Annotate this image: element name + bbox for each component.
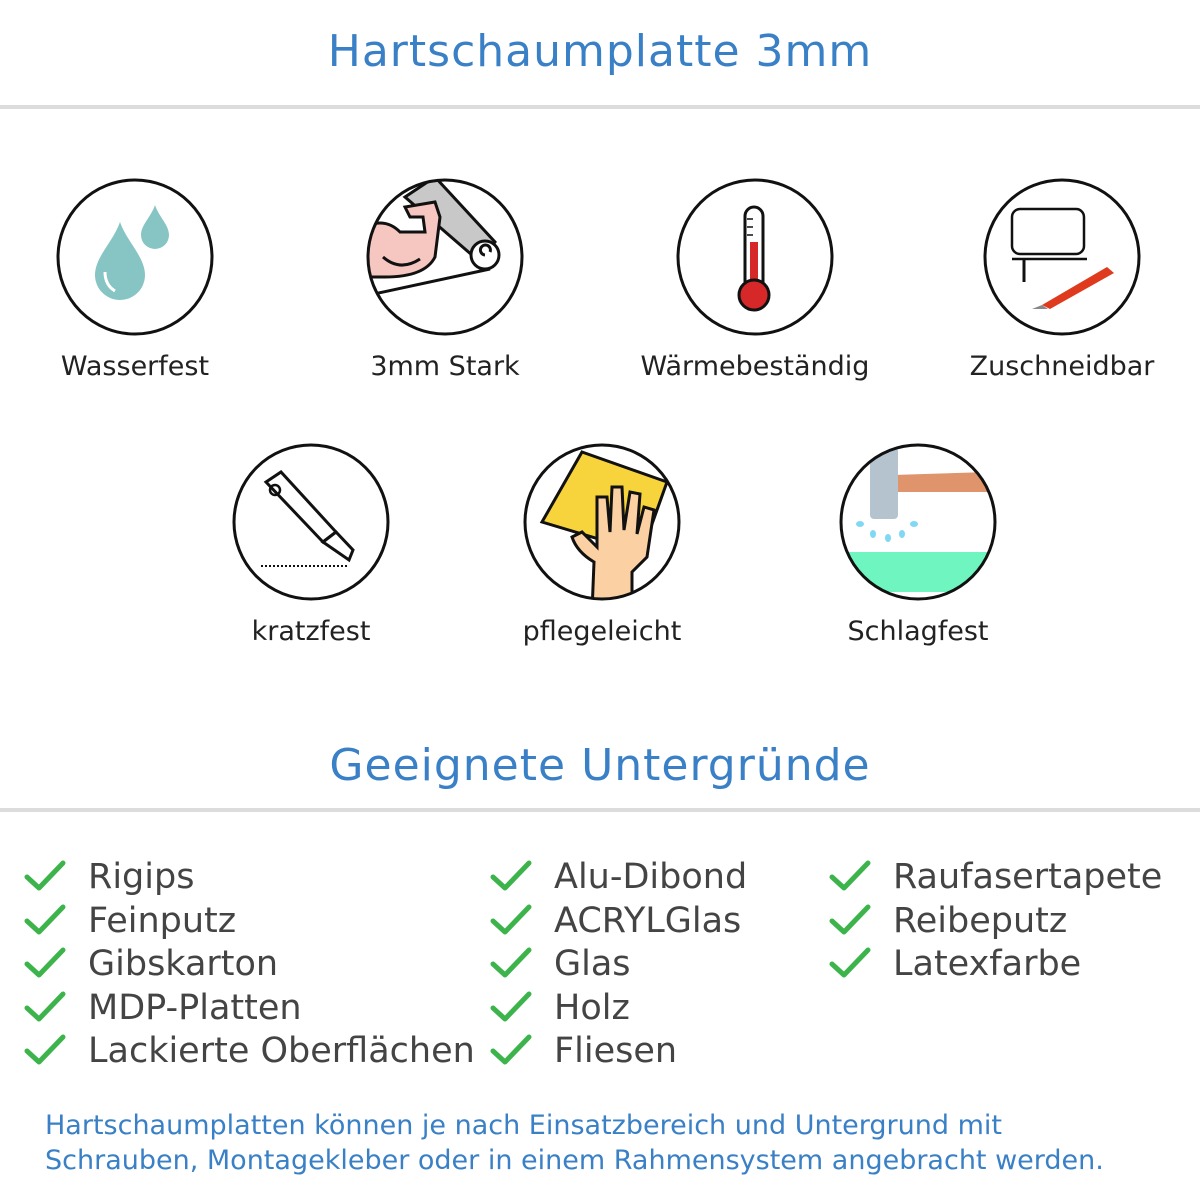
feature-kratzfest: kratzfest — [161, 442, 461, 647]
surface-label: Latexfarbe — [893, 944, 1082, 984]
surface-label: ACRYLGlas — [554, 901, 742, 941]
surface-label: Lackierte Oberflächen — [88, 1031, 475, 1071]
check-icon — [24, 860, 66, 891]
check-icon — [24, 904, 66, 935]
surface-label: Holz — [554, 988, 630, 1028]
check-icon — [490, 947, 532, 978]
jigsaw-cutter-icon — [983, 178, 1141, 336]
check-icon — [829, 904, 871, 935]
feature-label: Wasserfest — [60, 351, 210, 382]
surface-item: Feinputz — [24, 899, 237, 943]
strong-arm-icon — [366, 178, 524, 336]
feature-label: pflegeleicht — [522, 616, 682, 647]
footer-note: Hartschaumplatten können je nach Einsatz… — [45, 1108, 1104, 1178]
surface-label: Fliesen — [554, 1031, 678, 1071]
check-icon — [490, 1034, 532, 1065]
feature-waermebestaendig: Wärmebeständig — [605, 177, 905, 382]
feature-label: Wärmebeständig — [640, 351, 870, 382]
thermometer-icon — [676, 178, 834, 336]
hammer-icon — [839, 443, 997, 601]
feature-zuschneidbar: Zuschneidbar — [912, 177, 1200, 382]
check-icon — [490, 991, 532, 1022]
surface-item: Lackierte Oberflächen — [24, 1029, 475, 1073]
feature-3mm-stark: 3mm Stark — [295, 177, 595, 382]
check-icon — [24, 1034, 66, 1065]
surface-item: Raufasertapete — [829, 855, 1163, 899]
check-icon — [24, 991, 66, 1022]
feature-wasserfest: Wasserfest — [0, 177, 285, 382]
surfaces-title: Geeignete Untergründe — [329, 740, 871, 791]
divider — [0, 105, 1200, 109]
surface-item: Gibskarton — [24, 942, 279, 986]
page-title: Hartschaumplatte 3mm — [327, 26, 873, 77]
cleaning-hand-icon — [523, 443, 681, 601]
surface-label: Alu-Dibond — [554, 857, 748, 897]
feature-schlagfest: Schlagfest — [768, 442, 1068, 647]
surface-item: MDP-Platten — [24, 986, 302, 1030]
surface-item: Glas — [490, 942, 631, 986]
check-icon — [24, 947, 66, 978]
check-icon — [490, 860, 532, 891]
surface-label: Rigips — [88, 857, 195, 897]
surface-label: Reibeputz — [893, 901, 1068, 941]
surface-item: Fliesen — [490, 1029, 678, 1073]
footer-line: Schrauben, Montagekleber oder in einem R… — [45, 1145, 1104, 1176]
check-icon — [829, 860, 871, 891]
check-icon — [490, 904, 532, 935]
surface-item: Rigips — [24, 855, 195, 899]
surface-item: Holz — [490, 986, 630, 1030]
feature-label: Zuschneidbar — [969, 351, 1155, 382]
footer-line: Hartschaumplatten können je nach Einsatz… — [45, 1110, 1002, 1141]
surface-label: Glas — [554, 944, 631, 984]
divider — [0, 808, 1200, 812]
surface-item: Alu-Dibond — [490, 855, 748, 899]
check-icon — [829, 947, 871, 978]
water-drops-icon — [56, 178, 214, 336]
feature-pflegeleicht: pflegeleicht — [452, 442, 752, 647]
surface-item: Reibeputz — [829, 899, 1068, 943]
surface-item: Latexfarbe — [829, 942, 1082, 986]
surface-label: Raufasertapete — [893, 857, 1163, 897]
utility-knife-icon — [232, 443, 390, 601]
surface-label: MDP-Platten — [88, 988, 302, 1028]
feature-label: Schlagfest — [847, 616, 989, 647]
surface-label: Gibskarton — [88, 944, 279, 984]
feature-label: 3mm Stark — [370, 351, 520, 382]
surface-item: ACRYLGlas — [490, 899, 742, 943]
surface-label: Feinputz — [88, 901, 237, 941]
feature-label: kratzfest — [251, 616, 371, 647]
